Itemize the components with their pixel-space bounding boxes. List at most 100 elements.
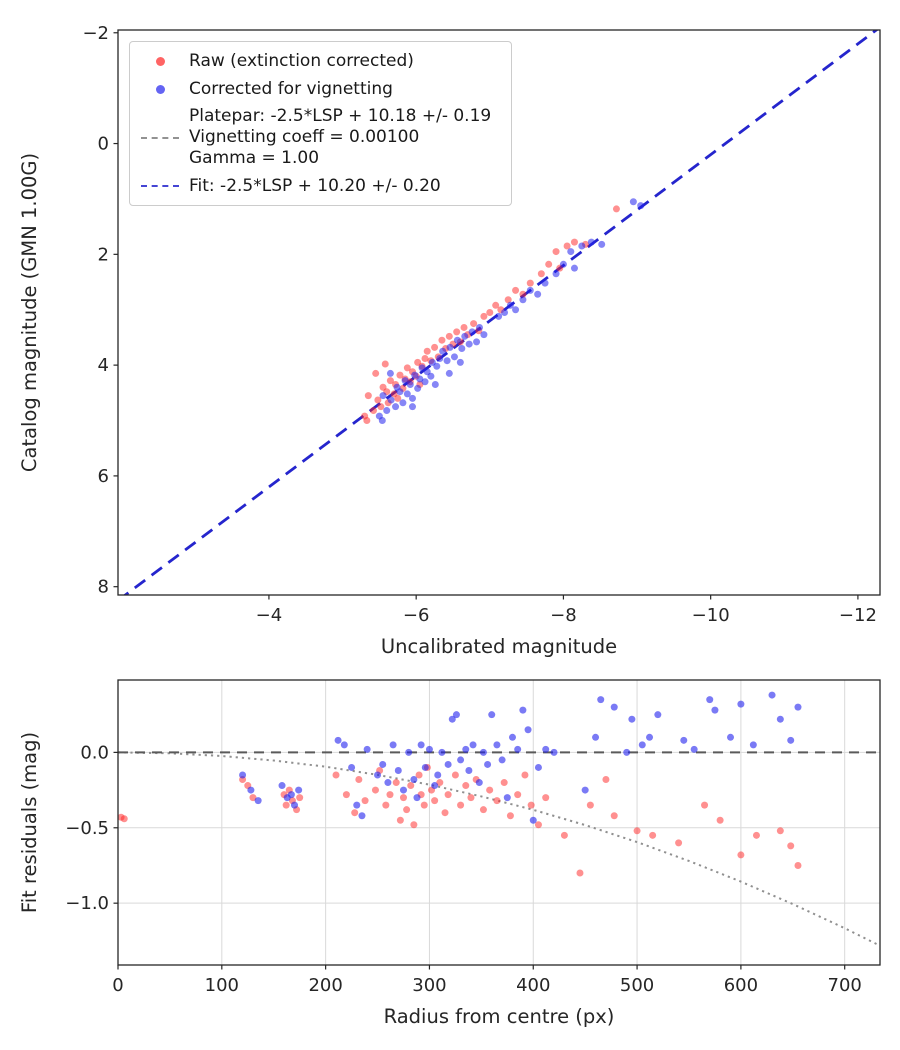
data-point [675,839,683,847]
data-point [415,771,423,779]
data-point [563,242,571,250]
data-point [486,309,494,316]
data-point [493,741,501,749]
data-point [423,347,431,355]
data-point [461,332,469,340]
x-tick-label: −4 [256,605,283,626]
data-point [506,301,514,309]
data-point [421,763,429,771]
data-point [448,715,456,723]
data-point [475,323,483,331]
x-tick-label: −8 [550,605,577,626]
data-point [457,801,465,809]
data-point [465,340,473,348]
data-point [401,377,409,385]
data-point [353,801,361,809]
data-point [602,776,610,784]
data-point [372,369,380,377]
data-point [394,394,402,402]
y-tick-label: 0.0 [80,742,109,763]
data-point [508,733,516,741]
data-point [628,715,636,723]
data-point [737,851,745,859]
data-point [473,338,481,346]
data-point [433,362,441,370]
data-point [529,816,537,824]
data-point [425,745,433,753]
data-point [340,741,348,749]
data-point [690,745,698,753]
data-point [514,791,522,799]
data-point [239,771,247,779]
data-point [506,812,514,820]
data-point [450,353,458,361]
data-point [247,786,255,794]
data-point [527,801,535,809]
y-tick-label: 4 [98,355,109,376]
data-point [413,794,421,802]
data-point [120,815,128,823]
data-point [431,782,439,790]
data-point [436,354,444,362]
data-point [524,726,532,734]
data-point [438,336,446,344]
data-point [403,364,411,372]
data-point [399,786,407,794]
data-point [408,394,416,402]
data-point [794,861,802,869]
data-point [451,771,459,779]
data-point [361,797,369,805]
data-point [290,801,298,809]
data-point [392,779,400,787]
data-point [386,377,394,385]
data-point [776,827,784,835]
data-point [417,741,425,749]
data-point [421,354,429,362]
data-point [493,797,501,805]
data-point [371,786,379,794]
data-point [396,816,404,824]
data-point [512,306,520,314]
blue-dot-marker [140,84,180,94]
x-tick-label: 700 [828,975,862,996]
data-point [526,279,534,287]
data-point [446,343,454,351]
series-vignetting-corrected [375,198,645,425]
data-point [379,392,387,400]
data-point [382,801,390,809]
legend-label: Fit: -2.5*LSP + 10.20 +/- 0.20 [189,175,441,196]
y-axis-label: Catalog magnitude (GMN 1.00G) [18,153,41,472]
data-point [534,763,542,771]
data-point [570,238,578,246]
data-point [488,711,496,719]
data-point [445,369,453,377]
data-point [552,248,560,256]
y-tick-label: 2 [98,244,109,265]
data-point [610,703,618,711]
data-point [254,797,262,805]
data-point [646,733,654,741]
series-raw-residuals [118,763,802,877]
plot-area [123,30,879,595]
y-tick-label: 8 [98,577,109,598]
data-point [399,399,407,407]
gray-dash-marker [140,136,180,139]
data-point [467,794,475,802]
data-point [495,312,503,320]
data-point [567,248,575,256]
legend-label: Platepar: -2.5*LSP + 10.18 +/- 0.19 Vign… [189,106,491,168]
x-tick-label: −12 [839,605,877,626]
data-point [701,801,709,809]
data-point [462,782,470,790]
legend-entry-platepar: Platepar: -2.5*LSP + 10.18 +/- 0.19 Vign… [140,106,491,168]
data-point [408,403,416,411]
data-point [436,779,444,787]
data-point [444,791,452,799]
data-point [578,242,586,250]
data-point [479,806,487,814]
data-point [576,869,584,877]
legend: Raw (extinction corrected) Corrected for… [129,41,513,207]
data-point [727,733,735,741]
data-point [654,711,662,719]
